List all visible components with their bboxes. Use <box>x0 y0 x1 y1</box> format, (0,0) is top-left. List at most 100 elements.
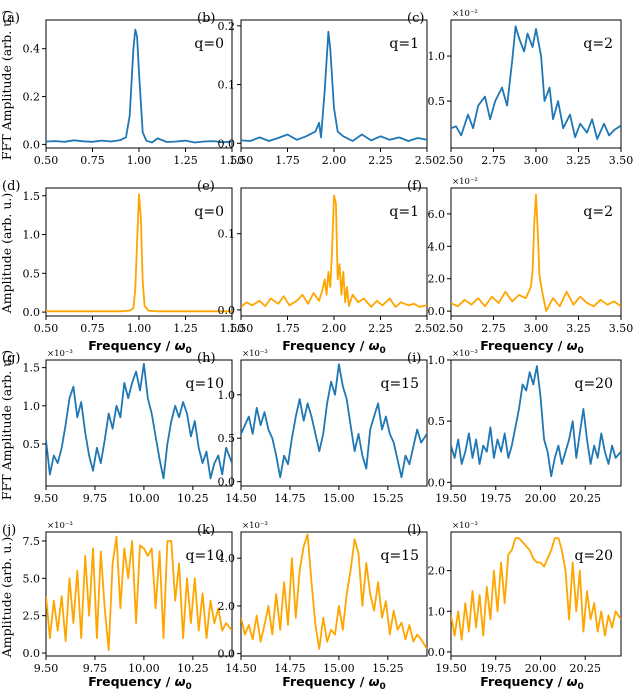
y-tick-label: 0.0 <box>428 476 446 489</box>
y-tick-label: 0.0 <box>23 306 41 319</box>
panel-label: (i) <box>407 351 421 366</box>
y-tick-label: 1.5 <box>23 362 41 375</box>
x-tick-label: 2.75 <box>481 154 506 167</box>
x-tick-label: 1.50 <box>229 322 254 335</box>
y-tick-label: 0.5 <box>23 438 41 451</box>
q-annotation: q=0 <box>194 36 224 52</box>
row-ylabel-3: FFT Amplitude (arb. u.) <box>0 350 14 500</box>
panel-c: 2.50 2.75 3.00 3.25 3.50 0.5 1.0 ×10⁻² (c) q=2 <box>407 9 633 167</box>
panel-j: 9.50 9.75 10.00 10.25 0.0 2.5 5.0 7.5 ×10⁻³ (j) q=… <box>2 521 233 675</box>
plot-frame <box>450 359 622 487</box>
plot-frame <box>240 531 428 657</box>
y-tick-label: 1.0 <box>218 389 236 402</box>
y-exponent: ×10⁻² <box>452 9 478 19</box>
xlabel-row4-col1: Frequency / ω0 <box>88 674 192 691</box>
series-line <box>241 363 427 479</box>
x-tick-label: 10.25 <box>177 492 209 505</box>
xlabel-row2-col3: Frequency / ω0 <box>480 338 584 356</box>
q-annotation: q=0 <box>194 204 224 220</box>
y-tick-label: 2.0 <box>428 565 446 578</box>
q-annotation: q=10 <box>185 376 224 392</box>
x-tick-label: 2.25 <box>368 322 393 335</box>
y-tick-label: 0.1 <box>218 79 236 92</box>
series-line <box>451 25 621 140</box>
panel-label: (b) <box>197 11 215 26</box>
panel-h: 14.50 14.75 15.00 15.25 0.0 0.5 1.0 ×10⁻³ (h) q=1… <box>197 349 428 505</box>
x-tick-label: 1.50 <box>220 322 245 335</box>
plot-frame <box>240 359 428 487</box>
series-line <box>46 535 232 651</box>
y-tick-label: 2.5 <box>23 610 41 623</box>
y-tick-label: 0.5 <box>23 267 41 280</box>
panel-k: 14.50 14.75 15.00 15.25 0.0 2.0 4.0 ×10⁻³ (k) q=1… <box>197 521 428 675</box>
x-tick-label: 14.75 <box>274 492 306 505</box>
panel-a: 0.50 0.75 1.00 1.25 1.50 0.0 0.2 0.4 (a) q=0 <box>2 11 244 167</box>
x-tick-label: 1.00 <box>127 154 152 167</box>
row-ylabel-4: Amplitude (arb. u.) <box>0 537 14 658</box>
y-tick-label: 0.0 <box>23 647 41 660</box>
y-tick-label: 1.0 <box>23 400 41 413</box>
x-tick-label: 2.25 <box>368 154 393 167</box>
x-tick-label: 19.50 <box>435 662 467 675</box>
y-tick-label: 2.0 <box>428 273 446 286</box>
series-line <box>241 30 427 142</box>
q-annotation: q=1 <box>389 36 419 52</box>
plot-frame <box>45 531 233 657</box>
panel-label: (f) <box>407 179 422 194</box>
y-tick-label: 0.0 <box>218 137 236 150</box>
q-annotation: q=10 <box>185 548 224 564</box>
panel-i: 19.50 19.75 20.00 20.25 0.0 0.5 1.0 ×10⁻³ (i) q=2… <box>407 349 622 505</box>
x-tick-label: 1.25 <box>173 154 198 167</box>
x-tick-label: 9.75 <box>83 662 108 675</box>
x-tick-label: 0.50 <box>34 154 59 167</box>
x-tick-label: 15.00 <box>323 662 355 675</box>
series-line <box>46 28 232 144</box>
x-tick-label: 2.00 <box>322 322 347 335</box>
xlabel-row4-col2: Frequency / ω0 <box>282 674 386 691</box>
x-tick-label: 14.50 <box>225 662 257 675</box>
plot-frame <box>45 359 233 487</box>
x-tick-label: 10.00 <box>128 662 160 675</box>
x-tick-label: 1.50 <box>229 154 254 167</box>
y-tick-label: 0.0 <box>218 476 236 489</box>
row-ylabel-2: Amplitude (arb. u.) <box>0 193 14 314</box>
x-tick-label: 20.00 <box>525 662 557 675</box>
panel-label: (a) <box>2 11 20 26</box>
y-tick-label: 4.0 <box>428 240 446 253</box>
x-tick-label: 0.50 <box>34 322 59 335</box>
x-tick-label: 1.50 <box>220 154 245 167</box>
y-tick-label: 1.0 <box>428 354 446 367</box>
x-tick-label: 14.75 <box>274 662 306 675</box>
x-tick-label: 9.75 <box>83 492 108 505</box>
x-tick-label: 3.25 <box>566 322 591 335</box>
x-tick-label: 0.75 <box>80 154 105 167</box>
y-tick-label: 7.5 <box>23 535 41 548</box>
series-line <box>46 362 232 480</box>
y-tick-label: 0.1 <box>218 228 236 241</box>
q-annotation: q=20 <box>574 548 613 564</box>
panels: 0.50 0.75 1.00 1.25 1.500.00.20.4(a)q=01.50 1… <box>2 9 633 675</box>
y-tick-label: 2.0 <box>218 600 236 613</box>
x-tick-label: 3.50 <box>609 154 634 167</box>
y-tick-label: 0.5 <box>218 432 236 445</box>
x-tick-label: 2.00 <box>322 154 347 167</box>
y-exponent: ×10⁻² <box>452 177 478 187</box>
series-line <box>241 194 427 308</box>
y-tick-label: 0.0 <box>428 305 446 318</box>
q-annotation: q=15 <box>380 376 419 392</box>
x-tick-label: 10.00 <box>128 492 160 505</box>
x-tick-label: 19.75 <box>480 662 512 675</box>
xlabel-row2-col2: Frequency / ω0 <box>282 338 386 356</box>
series-line <box>451 537 621 641</box>
q-annotation: q=1 <box>389 204 419 220</box>
x-tick-label: 1.00 <box>127 322 152 335</box>
x-tick-label: 2.50 <box>415 154 440 167</box>
y-tick-label: 4.0 <box>218 552 236 565</box>
row-ylabel-1: FFT Amplitude (arb. u.) <box>0 10 14 160</box>
x-tick-label: 20.25 <box>569 662 601 675</box>
x-tick-label: 10.25 <box>177 662 209 675</box>
y-tick-label: 1.0 <box>428 50 446 63</box>
x-tick-label: 2.50 <box>415 322 440 335</box>
x-tick-label: 1.75 <box>275 322 300 335</box>
